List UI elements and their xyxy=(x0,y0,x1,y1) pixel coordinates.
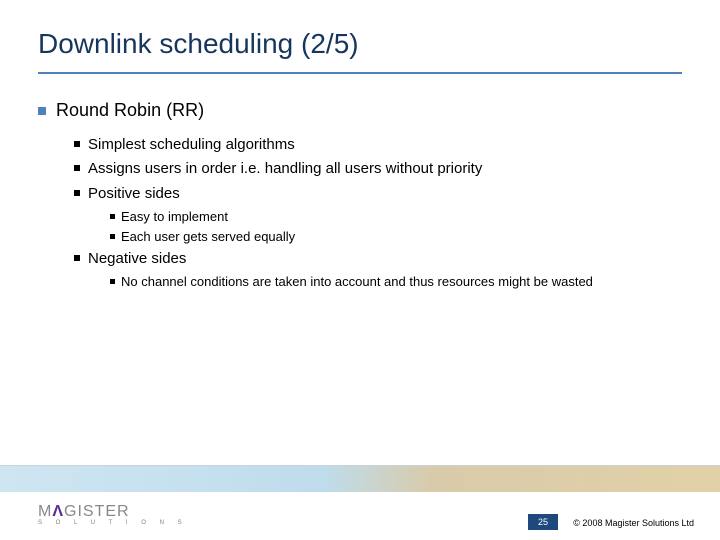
bullet-l3: Each user gets served equally xyxy=(38,228,682,246)
footer-band xyxy=(0,466,720,492)
l3-text: Easy to implement xyxy=(121,209,228,224)
l2-text: Assigns users in order i.e. handling all… xyxy=(88,160,482,177)
bullet-l3: Easy to implement xyxy=(38,208,682,226)
square-bullet-icon xyxy=(74,165,80,171)
l2-text: Positive sides xyxy=(88,185,180,202)
square-bullet-icon xyxy=(110,279,115,284)
copyright-text: © 2008 Magister Solutions Ltd xyxy=(573,518,694,528)
bullet-l1: Round Robin (RR) xyxy=(38,100,682,121)
square-bullet-icon xyxy=(74,141,80,147)
square-bullet-icon xyxy=(74,255,80,261)
page-number: 25 xyxy=(528,514,558,530)
title-underline xyxy=(38,72,682,74)
bullet-l2: Positive sides xyxy=(38,184,682,204)
l1-text: Round Robin (RR) xyxy=(56,100,204,120)
l3-text: No channel conditions are taken into acc… xyxy=(121,274,593,289)
slide: Downlink scheduling (2/5) Round Robin (R… xyxy=(0,0,720,540)
logo: MΛGISTER S O L U T I O N S xyxy=(38,503,188,526)
bullet-l2: Simplest scheduling algorithms xyxy=(38,135,682,155)
l2-text: Simplest scheduling algorithms xyxy=(88,136,295,153)
square-bullet-icon xyxy=(110,214,115,219)
logo-subtext: S O L U T I O N S xyxy=(38,520,188,526)
logo-text: MΛGISTER xyxy=(38,503,130,521)
bullet-l3: No channel conditions are taken into acc… xyxy=(38,273,598,291)
slide-title: Downlink scheduling (2/5) xyxy=(38,28,359,60)
bullet-l2: Negative sides xyxy=(38,249,682,269)
l2-text: Negative sides xyxy=(88,250,186,267)
bullet-l2: Assigns users in order i.e. handling all… xyxy=(38,159,682,179)
square-bullet-icon xyxy=(74,190,80,196)
l3-text: Each user gets served equally xyxy=(121,229,295,244)
square-bullet-icon xyxy=(110,234,115,239)
square-bullet-icon xyxy=(38,107,46,115)
content-area: Round Robin (RR) Simplest scheduling alg… xyxy=(38,100,682,294)
